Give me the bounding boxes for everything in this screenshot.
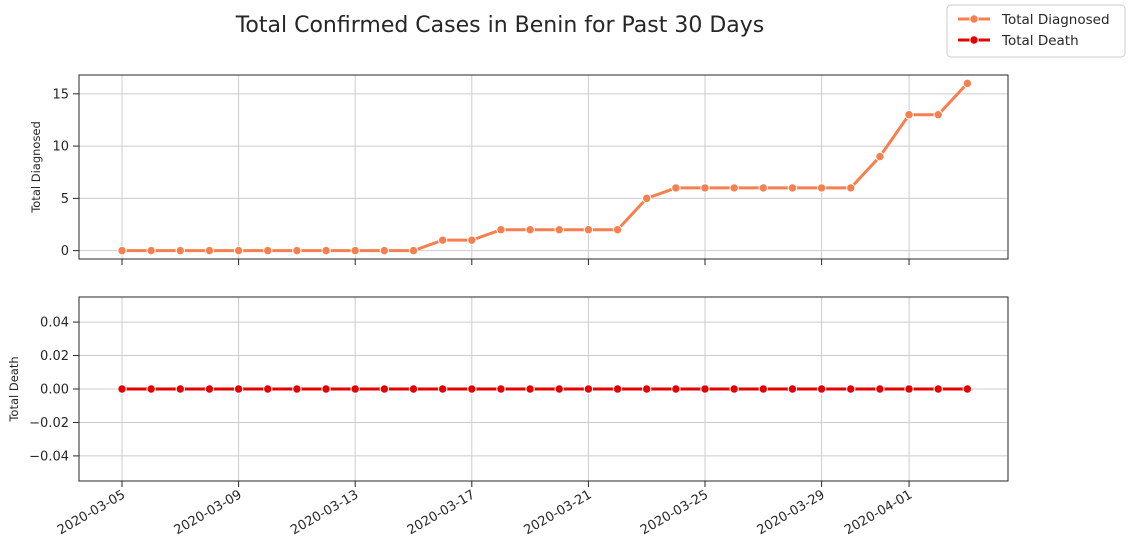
data-point bbox=[525, 384, 535, 394]
axes-frame bbox=[78, 296, 1009, 482]
data-point bbox=[175, 384, 186, 394]
y-tick-label: 0.04 bbox=[40, 316, 69, 331]
data-point bbox=[263, 245, 273, 256]
data-point bbox=[263, 384, 273, 394]
data-point bbox=[758, 384, 768, 394]
data-point bbox=[350, 245, 360, 256]
data-point bbox=[379, 245, 390, 256]
data-point bbox=[729, 384, 739, 394]
y-axis-label: Total Death bbox=[7, 356, 21, 422]
x-tick-label: 2020-03-29 bbox=[755, 487, 828, 538]
data-point bbox=[612, 225, 623, 235]
y-axis-label: Total Diagnosed bbox=[29, 121, 43, 214]
data-point bbox=[146, 384, 156, 394]
data-point bbox=[700, 183, 710, 193]
data-point bbox=[467, 235, 477, 245]
data-point bbox=[554, 225, 564, 235]
y-tick-label: 10 bbox=[52, 140, 69, 155]
y-tick-label: −0.02 bbox=[29, 416, 69, 431]
y-tick-label: 15 bbox=[52, 87, 69, 102]
data-point bbox=[117, 245, 127, 256]
data-point bbox=[846, 183, 856, 193]
data-point bbox=[612, 384, 623, 394]
data-point bbox=[146, 245, 156, 256]
data-point bbox=[496, 384, 506, 394]
data-point bbox=[233, 384, 244, 394]
x-tick-label: 2020-03-21 bbox=[521, 487, 594, 538]
legend-marker bbox=[969, 35, 979, 45]
data-point bbox=[816, 183, 827, 193]
data-point bbox=[875, 384, 885, 394]
data-point bbox=[700, 384, 710, 394]
data-point bbox=[816, 384, 827, 394]
data-point bbox=[642, 193, 652, 204]
data-point bbox=[379, 384, 390, 394]
data-point bbox=[729, 183, 739, 193]
data-point bbox=[321, 245, 331, 256]
data-point bbox=[904, 110, 914, 120]
data-point bbox=[671, 183, 681, 193]
panel-total-death: −0.04 −0.02 0.00 0.02 0.04 Total Death bbox=[7, 296, 1009, 487]
y-tick-label: 0.00 bbox=[40, 383, 69, 398]
data-point bbox=[204, 245, 215, 256]
panel-total-diagnosed: 0 5 10 15 Total Diagnosed bbox=[29, 74, 1009, 265]
data-point bbox=[175, 245, 186, 256]
data-point bbox=[933, 384, 943, 394]
y-tick-label: −0.04 bbox=[29, 449, 69, 464]
x-tick-label: 2020-03-13 bbox=[288, 487, 361, 538]
data-point bbox=[350, 384, 360, 394]
axes-frame bbox=[78, 74, 1009, 260]
data-point bbox=[117, 384, 127, 394]
data-point bbox=[846, 384, 856, 394]
data-point bbox=[583, 384, 594, 394]
series-line bbox=[120, 81, 969, 253]
data-point bbox=[467, 384, 477, 394]
data-point bbox=[321, 384, 331, 394]
legend-box bbox=[946, 4, 1126, 58]
data-point bbox=[962, 78, 973, 89]
data-point bbox=[758, 183, 768, 193]
x-tick-label: 2020-03-25 bbox=[638, 487, 711, 538]
y-tick-label: 0 bbox=[61, 244, 69, 259]
x-axis-tick-labels: 2020-03-05 2020-03-09 2020-03-13 2020-03-17… bbox=[55, 487, 915, 538]
x-tick-label: 2020-03-05 bbox=[55, 487, 128, 538]
data-point bbox=[408, 245, 419, 256]
data-point bbox=[583, 225, 594, 235]
data-point bbox=[642, 384, 652, 394]
data-point bbox=[292, 384, 302, 394]
data-point bbox=[408, 384, 419, 394]
x-tick-label: 2020-03-17 bbox=[405, 487, 478, 538]
x-tick-label: 2020-03-09 bbox=[172, 487, 245, 538]
data-point bbox=[554, 384, 564, 394]
data-point bbox=[787, 384, 798, 394]
x-tick-label: 2020-04-01 bbox=[842, 487, 915, 538]
data-point bbox=[437, 384, 448, 394]
legend-label: Total Diagnosed bbox=[1001, 12, 1110, 28]
y-tick-label: 5 bbox=[61, 192, 69, 207]
data-point bbox=[904, 384, 914, 394]
data-point bbox=[292, 245, 302, 256]
data-point bbox=[437, 235, 448, 245]
data-point bbox=[962, 384, 973, 394]
data-point bbox=[525, 225, 535, 235]
legend: Total Diagnosed Total Death bbox=[946, 4, 1126, 58]
data-point bbox=[496, 225, 506, 235]
y-tick-label: 0.02 bbox=[40, 349, 69, 364]
data-point bbox=[787, 183, 798, 193]
data-point bbox=[875, 151, 885, 162]
legend-label: Total Death bbox=[1001, 33, 1079, 49]
data-point bbox=[933, 110, 943, 120]
legend-marker bbox=[969, 14, 979, 24]
data-point bbox=[204, 384, 215, 394]
data-point bbox=[233, 245, 244, 256]
chart-title: Total Confirmed Cases in Benin for Past … bbox=[235, 13, 765, 38]
data-point bbox=[671, 384, 681, 394]
